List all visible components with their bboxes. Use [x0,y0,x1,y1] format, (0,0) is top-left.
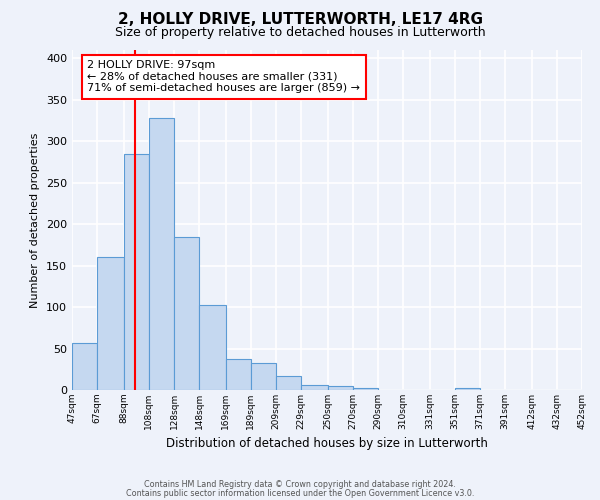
Y-axis label: Number of detached properties: Number of detached properties [31,132,40,308]
Text: 2, HOLLY DRIVE, LUTTERWORTH, LE17 4RG: 2, HOLLY DRIVE, LUTTERWORTH, LE17 4RG [118,12,482,28]
Bar [149,118,174,390]
Bar [226,360,251,390]
Text: Size of property relative to detached houses in Lutterworth: Size of property relative to detached ho… [115,26,485,39]
Bar [328,386,353,390]
Bar [276,376,301,390]
Bar [97,258,124,390]
Text: 2 HOLLY DRIVE: 97sqm
← 28% of detached houses are smaller (331)
71% of semi-deta: 2 HOLLY DRIVE: 97sqm ← 28% of detached h… [88,60,360,94]
Bar [199,306,226,390]
Text: Contains public sector information licensed under the Open Government Licence v3: Contains public sector information licen… [126,488,474,498]
Bar [301,385,328,390]
Bar [124,154,149,390]
X-axis label: Distribution of detached houses by size in Lutterworth: Distribution of detached houses by size … [166,438,488,450]
Bar [455,388,480,390]
Bar [353,388,378,390]
Bar [72,342,97,390]
Text: Contains HM Land Registry data © Crown copyright and database right 2024.: Contains HM Land Registry data © Crown c… [144,480,456,489]
Bar [251,364,276,390]
Bar [174,236,199,390]
